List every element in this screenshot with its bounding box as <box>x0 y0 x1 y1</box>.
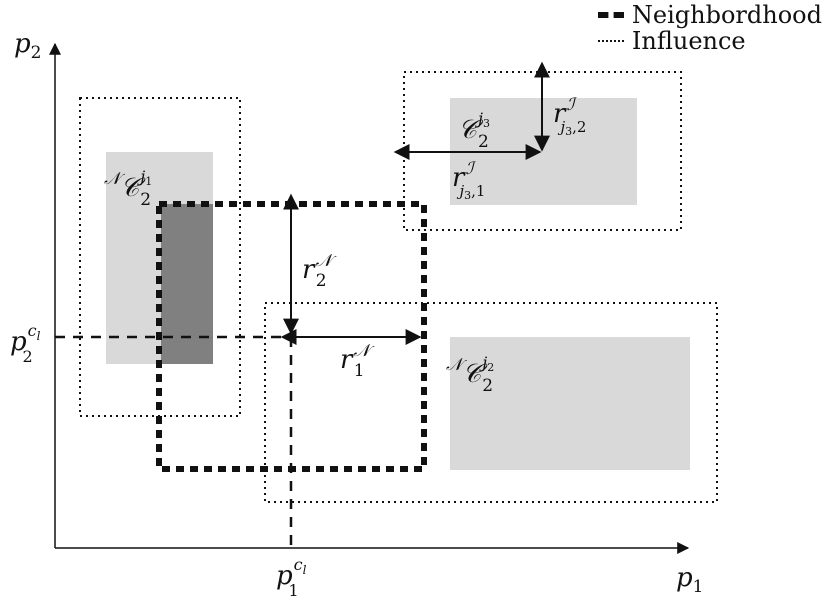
influence-box-j2 <box>264 302 718 503</box>
x-axis-label: p1 <box>676 563 703 597</box>
legend-influence-label: Influence <box>631 27 746 55</box>
cell-x-tick-label: pcl 1 <box>276 555 307 598</box>
influence-radius-2-label: rℐ j3,2 <box>553 95 586 138</box>
cell-y-tick-label: pcl 2 <box>10 321 41 366</box>
region-j1-overlap-fill <box>161 204 213 364</box>
y-axis-label: p2 <box>14 29 41 63</box>
legend-influence-swatch <box>597 40 624 42</box>
legend-neighborhood-label: Neighbordhood <box>631 1 822 29</box>
region-j3-label: 𝒞j3 2 <box>458 109 490 152</box>
region-j1-label: 𝒩𝒞j1 2 <box>104 167 152 210</box>
legend-item-neighborhood: Neighbordhood <box>597 1 822 29</box>
neighborhood-radius-2-label: r𝒩 2 <box>302 251 337 291</box>
legend-neighborhood-swatch <box>597 12 624 18</box>
region-j2-fill <box>450 337 690 470</box>
neighborhood-radius-1-label: r𝒩 1 <box>340 341 375 381</box>
influence-radius-1-label: rℐ j3,1 <box>452 159 485 202</box>
legend-item-influence: Influence <box>597 27 822 55</box>
legend: Neighbordhood Influence <box>597 1 822 55</box>
